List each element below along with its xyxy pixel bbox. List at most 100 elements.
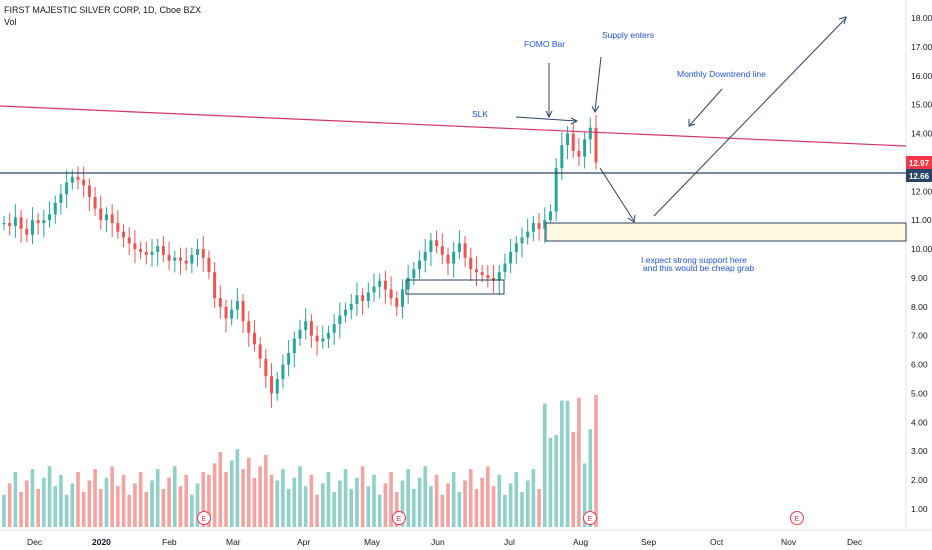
y-tick-label: 9.00	[911, 273, 928, 283]
x-tick-may: May	[364, 537, 381, 547]
candle-body	[13, 217, 17, 226]
volume-bar	[366, 486, 371, 527]
volume-bar	[434, 474, 439, 527]
drop-arrow[interactable]	[599, 167, 635, 222]
candle-body	[144, 251, 148, 255]
candle-body	[99, 208, 103, 221]
candle-body	[139, 249, 143, 252]
symbol-title[interactable]: FIRST MAJESTIC SILVER CORP, 1D, Cboe BZX	[4, 5, 202, 15]
earnings-icon[interactable]	[790, 511, 804, 525]
candle-body	[537, 223, 541, 229]
x-tick-aug: Aug	[573, 537, 588, 547]
candle-body	[395, 298, 399, 307]
candle-body	[19, 217, 23, 229]
x-tick-mar: Mar	[226, 537, 241, 547]
volume-bar	[389, 471, 393, 527]
volume-bar	[207, 474, 211, 527]
candle-body	[435, 240, 439, 247]
downtrend-arrow[interactable]	[689, 88, 723, 126]
candle-body	[514, 243, 518, 252]
volume-bar	[229, 460, 234, 527]
volume-bar	[468, 469, 473, 527]
volume-bar	[212, 463, 217, 527]
volume-bar	[2, 494, 6, 527]
annotation-arrows	[515, 16, 847, 223]
volume-bar	[577, 397, 581, 527]
candle-body	[252, 332, 256, 345]
candle-body	[548, 211, 552, 221]
candle-body	[190, 254, 194, 264]
candle-body	[161, 246, 165, 255]
earnings-icon[interactable]	[392, 511, 406, 525]
candle-body	[167, 254, 171, 261]
candle-body	[588, 127, 592, 140]
volume-bar	[451, 471, 456, 527]
candle-body	[366, 292, 370, 302]
candle-body	[42, 220, 46, 224]
volume-bar	[98, 489, 103, 527]
downtrend-arrow-head	[688, 119, 696, 127]
consolidation-box[interactable]	[405, 279, 505, 295]
target-arrow[interactable]	[653, 17, 847, 217]
volume-bar	[110, 466, 114, 527]
candle-body	[173, 257, 177, 261]
candle-body	[566, 133, 570, 146]
volume-bar	[264, 454, 268, 527]
volume-bar	[326, 471, 331, 527]
volume-bar	[377, 494, 382, 527]
x-tick-2020: 2020	[92, 537, 111, 547]
volume-bar	[195, 483, 200, 527]
earnings-label: E	[202, 516, 207, 523]
volume-bar	[480, 477, 484, 527]
candle-body	[304, 321, 308, 330]
volume-bar	[343, 469, 348, 527]
volume-bar	[24, 480, 29, 527]
y-tick-label: 7.00	[911, 331, 928, 341]
volume-bar	[320, 483, 325, 527]
candle-body	[492, 277, 496, 281]
monthly-downtrend-line[interactable]	[0, 105, 907, 147]
drop-arrow-head	[627, 214, 636, 223]
price-axis-ticks: 1.00 2.00 3.00 4.00 5.00 6.00 7.00 8.00 9.00 10.0…	[911, 13, 932, 514]
volume-bar	[463, 480, 467, 527]
candle-body	[389, 289, 393, 299]
x-tick-dec-2: Dec	[847, 537, 863, 547]
supply-arrow[interactable]	[594, 56, 602, 112]
volume-bar	[286, 489, 291, 527]
volume-bar	[315, 494, 319, 527]
candle-body	[224, 306, 228, 319]
candle-body	[287, 353, 291, 365]
earnings-label: E	[795, 516, 800, 523]
earnings-icon[interactable]	[583, 511, 597, 525]
candle-body	[8, 223, 12, 226]
earnings-label: E	[588, 516, 593, 523]
candle-body	[361, 295, 365, 302]
volume-bar	[520, 491, 524, 527]
earnings-icon[interactable]	[197, 511, 211, 525]
volume-bar	[47, 466, 52, 527]
volume-bars	[2, 395, 598, 527]
candle-body	[497, 272, 501, 281]
volume-bar	[235, 449, 240, 527]
candle-body	[463, 243, 467, 258]
candle-body	[213, 272, 217, 299]
y-tick-label: 15.00	[911, 100, 932, 110]
candle-body	[571, 133, 575, 151]
volume-bar	[167, 477, 171, 527]
support-zone-box[interactable]	[545, 222, 907, 242]
volume-bar	[508, 483, 513, 527]
candles	[2, 114, 598, 408]
candle-body	[270, 376, 274, 394]
candle-body	[184, 260, 188, 264]
candle-body	[452, 251, 456, 264]
candle-body	[372, 286, 376, 293]
volume-bar	[525, 480, 530, 527]
slk-label: SLK	[472, 109, 488, 119]
slk-arrow[interactable]	[515, 116, 577, 122]
slk-arrow-head	[570, 117, 579, 125]
volume-label[interactable]: Vol	[4, 17, 17, 27]
candle-body	[258, 344, 262, 359]
candle-body	[275, 379, 279, 394]
y-tick-label: 12.00	[911, 186, 932, 196]
